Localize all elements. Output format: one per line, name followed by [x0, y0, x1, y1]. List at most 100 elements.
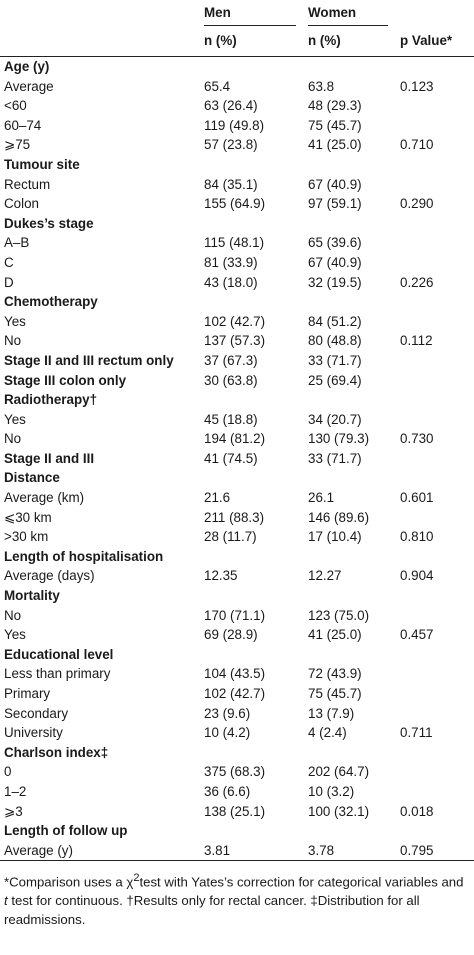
row-label: Length of hospitalisation — [4, 548, 164, 564]
row-label: Distance — [4, 470, 60, 486]
cell-men: 138 (25.1) — [204, 803, 266, 819]
footnote-t: t — [4, 893, 8, 909]
row-label: Tumour site — [4, 156, 80, 172]
header-empty-cell — [0, 0, 200, 26]
row-label: D — [4, 274, 14, 290]
cell-men: 104 (43.5) — [204, 666, 266, 682]
table-footnote: *Comparison uses a χ2test with Yates’s c… — [0, 861, 474, 929]
cell-men: 194 (81.2) — [204, 431, 266, 447]
cell-men — [200, 586, 304, 606]
table-row: University 10 (4.2) 4 (2.4) 0.711 — [0, 723, 474, 743]
section-row: Length of follow up — [0, 821, 474, 841]
table-row: <60 63 (26.4) 48 (29.3) — [0, 96, 474, 116]
cell-women: 33 (71.7) — [308, 352, 362, 368]
cell-women: 75 (45.7) — [308, 686, 362, 701]
cell-p-value — [396, 390, 474, 410]
cell-men — [200, 390, 304, 410]
header-men: Men — [200, 0, 304, 26]
cell-p-value — [396, 586, 474, 606]
cell-p-value — [396, 664, 474, 684]
cell-p-value — [396, 312, 474, 332]
row-label: University — [4, 725, 63, 741]
cell-p-value — [396, 351, 474, 371]
cell-men — [200, 292, 304, 312]
cell-women: 13 (7.9) — [308, 705, 355, 721]
row-label: Charlson index‡ — [4, 744, 109, 760]
cell-women: 12.27 — [308, 568, 342, 584]
row-label: Stage II and III rectum only — [4, 352, 174, 368]
header-row-groups: Men Women — [0, 0, 474, 26]
cell-p-value: 0.123 — [400, 78, 434, 94]
cell-women: 17 (10.4) — [308, 529, 362, 545]
row-label: 0 — [4, 764, 12, 780]
table-row: ⩽30 km 211 (88.3) 146 (89.6) — [0, 508, 474, 528]
cell-women: 84 (51.2) — [308, 313, 362, 329]
table-row: Yes 69 (28.9) 41 (25.0) 0.457 — [0, 625, 474, 645]
row-label: 1–2 — [4, 783, 27, 799]
cell-p-value — [396, 96, 474, 116]
cell-p-value: 0.112 — [400, 333, 433, 349]
table-row: ⩾3 138 (25.1) 100 (32.1) 0.018 — [0, 802, 474, 822]
cell-women — [304, 155, 396, 175]
table-row: Yes 45 (18.8) 34 (20.7) — [0, 410, 474, 430]
cell-men — [200, 57, 304, 77]
header-empty-cell — [0, 26, 200, 57]
table-row: Yes 102 (42.7) 84 (51.2) — [0, 312, 474, 332]
row-label: Average (days) — [4, 568, 95, 584]
cell-p-value — [396, 410, 474, 430]
cell-p-value: 0.904 — [400, 568, 434, 584]
cell-p-value — [396, 233, 474, 253]
row-label: <60 — [4, 98, 27, 114]
section-row: Mortality — [0, 586, 474, 606]
cell-men: 69 (28.9) — [204, 627, 258, 643]
row-label: Yes — [4, 411, 26, 427]
table-body: Age (y) Average 65.4 63.8 0.123 <60 63 (26.4) 4… — [0, 57, 474, 861]
cell-men: 137 (57.3) — [204, 333, 266, 349]
cell-women: 75 (45.7) — [308, 117, 362, 133]
row-label: Dukes’s stage — [4, 215, 94, 231]
cell-women: 67 (40.9) — [308, 254, 362, 270]
cell-men: 102 (42.7) — [204, 313, 266, 329]
cell-women — [304, 586, 396, 606]
cell-p-value: 0.290 — [400, 196, 434, 212]
cell-men: 115 (48.1) — [204, 235, 265, 251]
cell-men: 170 (71.1) — [204, 607, 266, 623]
cell-p-value: 0.601 — [400, 490, 434, 506]
cell-p-value — [396, 214, 474, 234]
table-row: Secondary 23 (9.6) 13 (7.9) — [0, 704, 474, 724]
row-label: A–B — [4, 235, 30, 251]
row-label: ⩽30 km — [4, 509, 52, 525]
row-label: Radiotherapy† — [4, 392, 98, 408]
row-label: Mortality — [4, 588, 60, 604]
row-label: Educational level — [4, 646, 114, 662]
cell-women: 100 (32.1) — [308, 803, 370, 819]
section-row: Chemotherapy — [0, 292, 474, 312]
cell-women: 10 (3.2) — [308, 783, 355, 799]
row-label: C — [4, 254, 14, 270]
table-row: D 43 (18.0) 32 (19.5) 0.226 — [0, 273, 474, 293]
cell-women — [304, 57, 396, 77]
row-label: Primary — [4, 686, 51, 701]
table-row: Less than primary 104 (43.5) 72 (43.9) — [0, 664, 474, 684]
cell-men: 81 (33.9) — [204, 254, 258, 270]
cell-p-value: 0.457 — [400, 627, 434, 643]
cell-men — [200, 547, 304, 567]
table-row: Primary 102 (42.7) 75 (45.7) — [0, 684, 474, 704]
cell-men: 119 (49.8) — [204, 117, 265, 133]
cell-p-value — [396, 57, 474, 77]
cell-men: 23 (9.6) — [204, 705, 251, 721]
cell-p-value — [396, 762, 474, 782]
row-label: Stage II and III — [4, 450, 95, 466]
cell-p-value — [396, 782, 474, 802]
row-label: Stage III colon only — [4, 372, 127, 388]
cell-women: 25 (69.4) — [308, 372, 362, 388]
cell-women: 48 (29.3) — [308, 98, 362, 114]
cell-women: 72 (43.9) — [308, 666, 362, 682]
cell-p-value: 0.810 — [400, 529, 434, 545]
cell-women: 41 (25.0) — [308, 137, 362, 153]
table-row: Average (days) 12.35 12.27 0.904 — [0, 566, 474, 586]
section-row: Stage II and III 41 (74.5) 33 (71.7) — [0, 449, 474, 469]
table-row: Average 65.4 63.8 0.123 — [0, 77, 474, 97]
section-row: Charlson index‡ — [0, 743, 474, 763]
row-label: Chemotherapy — [4, 294, 98, 310]
